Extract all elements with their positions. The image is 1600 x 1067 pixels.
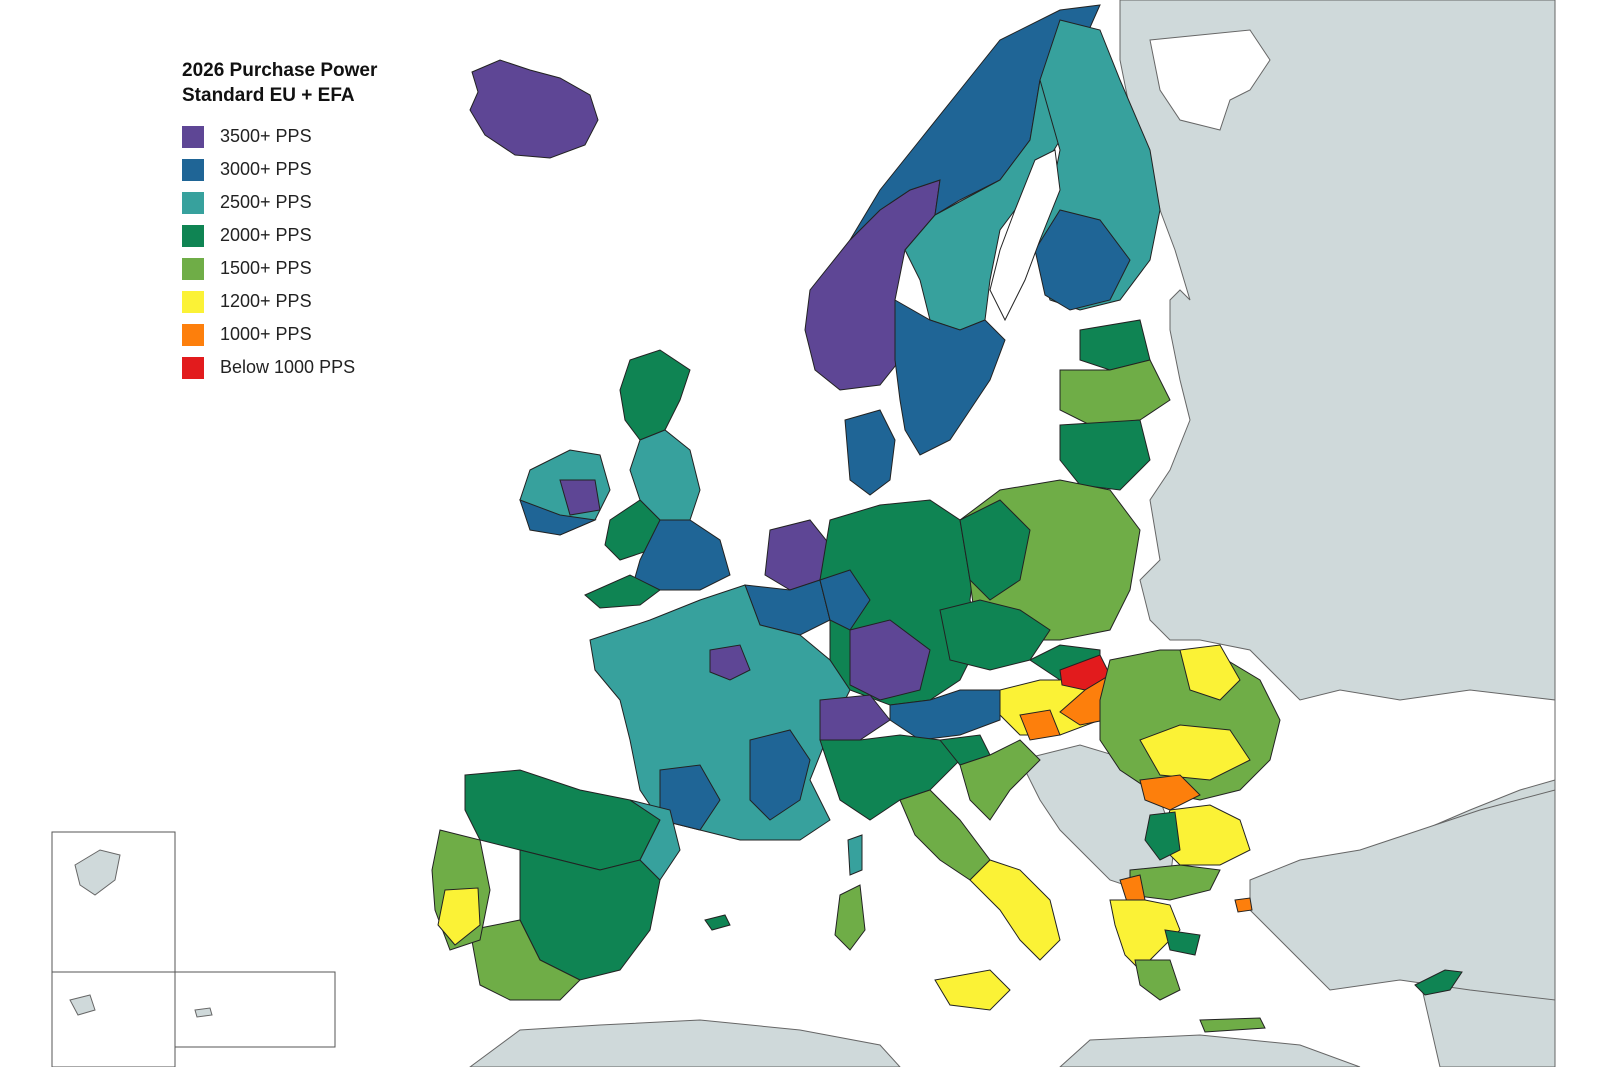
white-sea-water [1149,29,1271,131]
legend-title: 2026 Purchase Power Standard EU + EFA [182,58,442,108]
legend-label: 3000+ PPS [220,159,312,179]
legend-item-1500: 1500+ PPS [182,252,442,285]
legend-label: 2000+ PPS [220,225,312,245]
region-austria [889,689,1001,741]
legend-swatch [182,323,204,346]
legend: 2026 Purchase Power Standard EU + EFA 35… [182,58,442,384]
legend-label: Below 1000 PPS [220,357,356,377]
non-eu-land-turkey [1249,789,1556,1001]
region-cyprus [1414,969,1463,996]
legend-label: 3500+ PPS [220,126,312,146]
legend-label: 1000+ PPS [220,324,312,344]
legend-item-2500: 2500+ PPS [182,186,442,219]
legend-swatch [182,356,204,379]
legend-swatch [182,158,204,181]
region-attica [1164,929,1201,956]
region-denmark [844,409,896,496]
region-lithuania [1059,419,1151,491]
region-ireland-east [559,479,601,516]
region-romania-south [1139,774,1201,811]
region-aegean-islands [1234,897,1253,913]
legend-title-line2: Standard EU + EFA [182,85,355,106]
region-peloponnese [1134,959,1181,1001]
region-greece [1109,899,1181,971]
region-ireland-south [519,499,597,536]
region-switzerland [819,694,891,741]
inset-box-madeira [51,971,176,1067]
region-corsica [847,834,863,876]
legend-swatch [182,257,204,280]
region-iceland [469,59,599,159]
inset-azores-land [194,1007,213,1018]
legend-swatch [182,125,204,148]
legend-title-line1: 2026 Purchase Power [182,60,378,81]
region-croatia [959,739,1041,821]
region-balearics [704,914,731,931]
inset-madeira-land [69,994,96,1016]
region-spain-north [464,769,661,871]
gulf-of-bothnia [989,149,1061,322]
region-crete [1199,1017,1266,1033]
non-eu-land-africa [469,1019,901,1067]
region-poland-west [959,499,1031,601]
legend-item-3000: 3000+ PPS [182,153,442,186]
region-catalonia [629,799,681,881]
region-paris [709,644,751,681]
legend-item-1200: 1200+ PPS [182,285,442,318]
region-romania-central [1139,724,1251,781]
legend-item-below-1000: Below 1000 PPS [182,351,442,384]
region-finland-south [1034,209,1131,311]
region-france-lyon [749,729,811,821]
non-eu-land-africa-east [1059,1034,1361,1067]
region-bulgaria-west [1144,811,1181,861]
region-germany-south [849,619,931,701]
region-czechia [939,599,1051,671]
region-lisbon [437,887,481,946]
legend-item-1000: 1000+ PPS [182,318,442,351]
region-sweden-south [894,299,1006,456]
region-sardinia [834,884,866,951]
region-scotland [619,349,691,441]
legend-swatch [182,290,204,313]
inset-box-azores [174,971,336,1048]
inset-svalbard-land [74,849,121,896]
legend-label: 1200+ PPS [220,291,312,311]
legend-label: 1500+ PPS [220,258,312,278]
region-sicily [934,969,1011,1011]
region-spain-south [469,919,581,1001]
legend-swatch [182,191,204,214]
legend-swatch [182,224,204,247]
legend-label: 2500+ PPS [220,192,312,212]
region-hungary-south [1019,709,1061,741]
region-england-sw [584,574,661,609]
region-romania-north [1179,644,1241,701]
region-italy-south [969,859,1061,961]
legend-item-3500: 3500+ PPS [182,120,442,153]
region-latvia [1059,359,1171,426]
legend-item-2000: 2000+ PPS [182,219,442,252]
legend-items: 3500+ PPS 3000+ PPS 2500+ PPS 2000+ PPS … [182,120,442,384]
region-germany-west [819,569,871,631]
